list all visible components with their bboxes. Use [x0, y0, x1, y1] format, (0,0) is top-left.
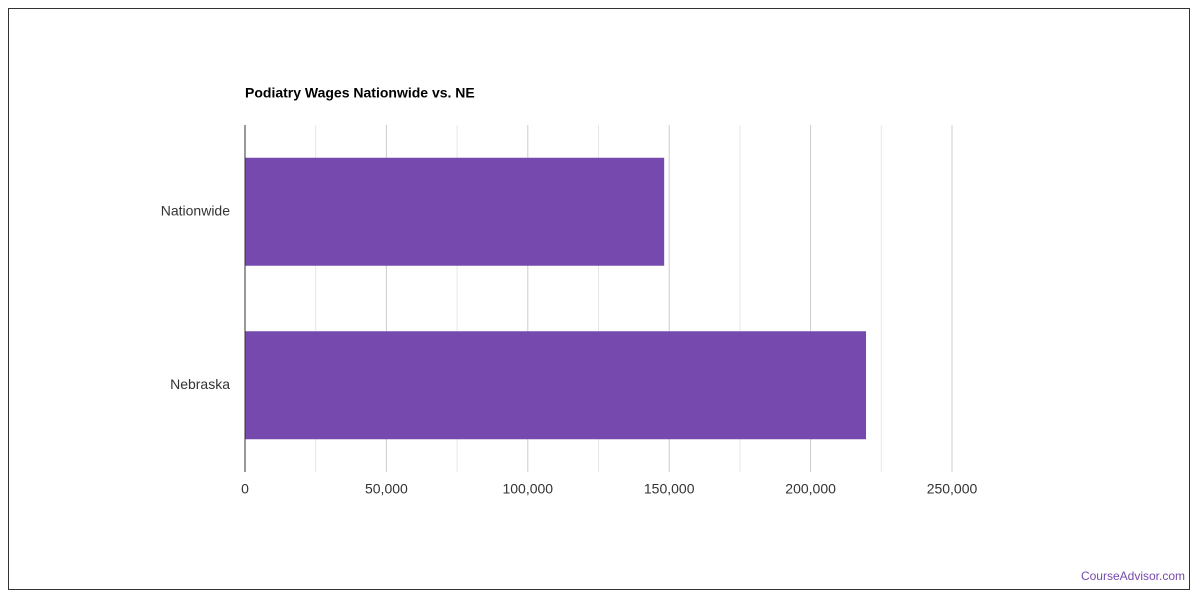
x-tick-label: 150,000 — [644, 481, 695, 497]
chart-title: Podiatry Wages Nationwide vs. NE — [245, 85, 475, 101]
source-link[interactable]: CourseAdvisor.com — [1081, 569, 1185, 583]
bar — [245, 331, 867, 440]
bar — [245, 157, 665, 266]
x-tick-label: 50,000 — [365, 481, 408, 497]
x-tick-label: 200,000 — [785, 481, 836, 497]
x-tick-label: 250,000 — [927, 481, 978, 497]
y-tick-label: Nebraska — [170, 376, 230, 392]
x-tick-label: 100,000 — [502, 481, 553, 497]
x-tick-label: 0 — [241, 481, 249, 497]
y-tick-label: Nationwide — [161, 202, 230, 218]
